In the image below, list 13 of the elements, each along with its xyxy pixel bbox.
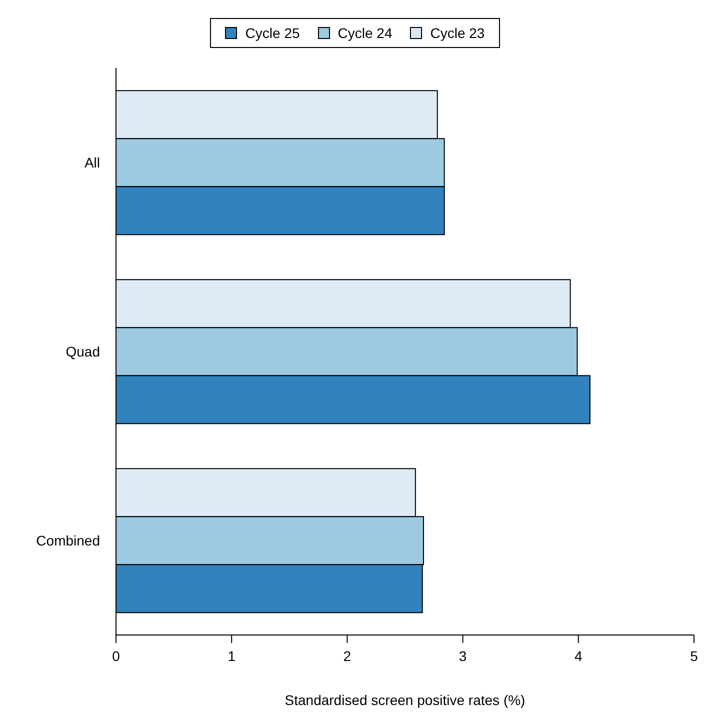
legend-label: Cycle 23 xyxy=(430,25,485,41)
y-tick-label: Quad xyxy=(66,343,100,360)
legend-label: Cycle 24 xyxy=(338,25,392,41)
x-tick-label: 1 xyxy=(228,648,236,664)
legend-label: Cycle 25 xyxy=(245,25,300,41)
x-axis-title: Standardised screen positive rates (%) xyxy=(284,692,526,708)
x-tick-label: 0 xyxy=(112,648,120,664)
x-tick-label: 4 xyxy=(574,648,582,664)
x-tick-label: 5 xyxy=(690,648,698,664)
x-tick-label: 2 xyxy=(343,648,352,664)
y-tick-label: Combined xyxy=(36,532,100,548)
y-tick-label: All xyxy=(84,154,100,170)
x-tick-label: 3 xyxy=(458,648,467,664)
